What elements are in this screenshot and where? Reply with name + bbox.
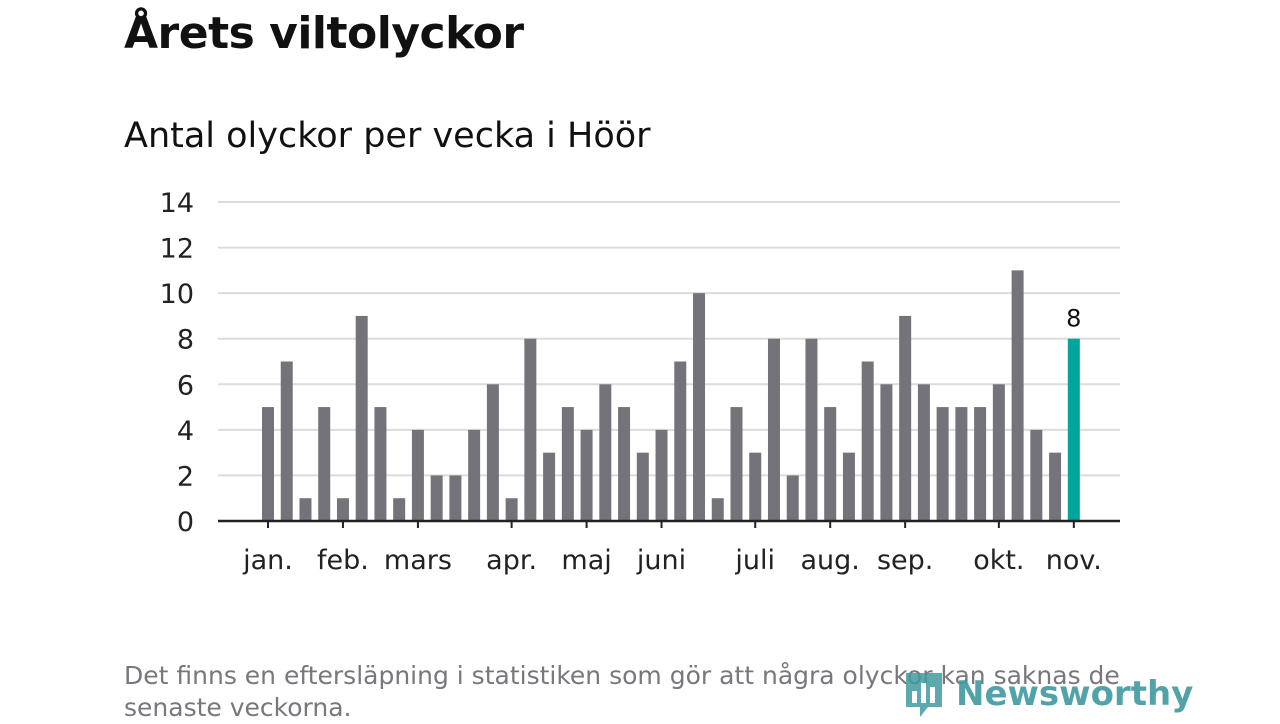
bar-17 xyxy=(561,407,574,521)
chart-subtitle: Antal olyckor per vecka i Höör xyxy=(124,116,651,156)
x-tick-label: aug. xyxy=(801,545,860,576)
y-tick-label-12: 12 xyxy=(160,234,194,265)
bar-9 xyxy=(411,429,424,521)
brand-logo[interactable]: Newsworthy xyxy=(902,668,1193,720)
bar-8 xyxy=(393,498,406,521)
x-tick-label: juni xyxy=(636,545,686,576)
bar-31 xyxy=(824,407,837,521)
x-tick-label: feb. xyxy=(317,545,369,576)
bar-4 xyxy=(318,407,331,521)
bar-40 xyxy=(992,384,1005,521)
bar-1 xyxy=(262,407,274,521)
bar-2 xyxy=(280,361,293,521)
bar-20 xyxy=(618,407,631,521)
bar-32 xyxy=(842,452,855,521)
x-tick-label: sep. xyxy=(877,545,933,576)
bar-30 xyxy=(805,338,818,521)
bar-15 xyxy=(524,338,537,521)
y-tick-label-8: 8 xyxy=(177,325,194,356)
y-tick-label-2: 2 xyxy=(177,461,194,492)
bar-14 xyxy=(505,498,518,521)
bar-39 xyxy=(974,407,987,521)
y-tick-label-0: 0 xyxy=(177,507,194,538)
bar-6 xyxy=(355,315,368,521)
bar-22 xyxy=(655,429,668,521)
bar-10 xyxy=(430,475,443,521)
chart-title: Årets viltolyckor xyxy=(124,8,524,59)
bar-35 xyxy=(899,315,912,521)
bar-chart-logo-icon xyxy=(906,673,942,717)
bar-13 xyxy=(486,384,499,521)
grid-lines xyxy=(218,201,1120,477)
data-labels: 8 xyxy=(1066,305,1081,333)
data-label-44: 8 xyxy=(1066,305,1081,333)
bar-33 xyxy=(861,361,874,521)
bar-44 xyxy=(1067,338,1080,521)
bar-23 xyxy=(674,361,687,521)
bar-12 xyxy=(468,429,481,521)
footnote: Det finns en eftersläpning i statistiken… xyxy=(124,661,1120,722)
bar-chart: 0 2 4 6 8 10 12 14 jan. feb. mars apr. maj juni juli a… xyxy=(160,188,1120,576)
bar-11 xyxy=(449,475,462,521)
y-axis-ticks: 0 2 4 6 8 10 12 14 xyxy=(160,188,194,538)
bar-21 xyxy=(636,452,649,521)
bar-3 xyxy=(299,498,312,521)
bar-37 xyxy=(936,407,949,521)
x-tick-label: nov. xyxy=(1046,545,1102,576)
bars xyxy=(262,270,1080,521)
bar-5 xyxy=(336,498,349,521)
y-tick-label-14: 14 xyxy=(160,188,194,219)
bar-42 xyxy=(1030,429,1043,521)
y-tick-label-4: 4 xyxy=(177,416,194,447)
bar-26 xyxy=(730,407,743,521)
bar-24 xyxy=(693,293,706,521)
brand-name: Newsworthy xyxy=(956,674,1194,714)
bar-43 xyxy=(1049,452,1062,521)
x-axis: jan. feb. mars apr. maj juni juli aug. sep. okt. n… xyxy=(218,519,1120,576)
bar-25 xyxy=(711,498,724,521)
x-tick-label: mars xyxy=(384,545,452,576)
x-tick-label: okt. xyxy=(973,545,1024,576)
x-tick-label: apr. xyxy=(486,545,537,576)
bar-29 xyxy=(786,475,799,521)
bar-19 xyxy=(599,384,612,521)
bar-28 xyxy=(767,338,780,521)
bar-38 xyxy=(955,407,968,521)
bar-18 xyxy=(580,429,593,521)
bar-16 xyxy=(543,452,556,521)
bar-34 xyxy=(880,384,893,521)
bar-36 xyxy=(917,384,930,521)
x-tick-label: juli xyxy=(734,545,775,576)
y-tick-label-6: 6 xyxy=(177,370,194,401)
bar-41 xyxy=(1011,270,1024,521)
bar-7 xyxy=(374,407,387,521)
bar-27 xyxy=(749,452,762,521)
y-tick-label-10: 10 xyxy=(160,279,194,310)
x-tick-label: jan. xyxy=(242,545,293,576)
x-tick-label: maj xyxy=(561,545,611,576)
